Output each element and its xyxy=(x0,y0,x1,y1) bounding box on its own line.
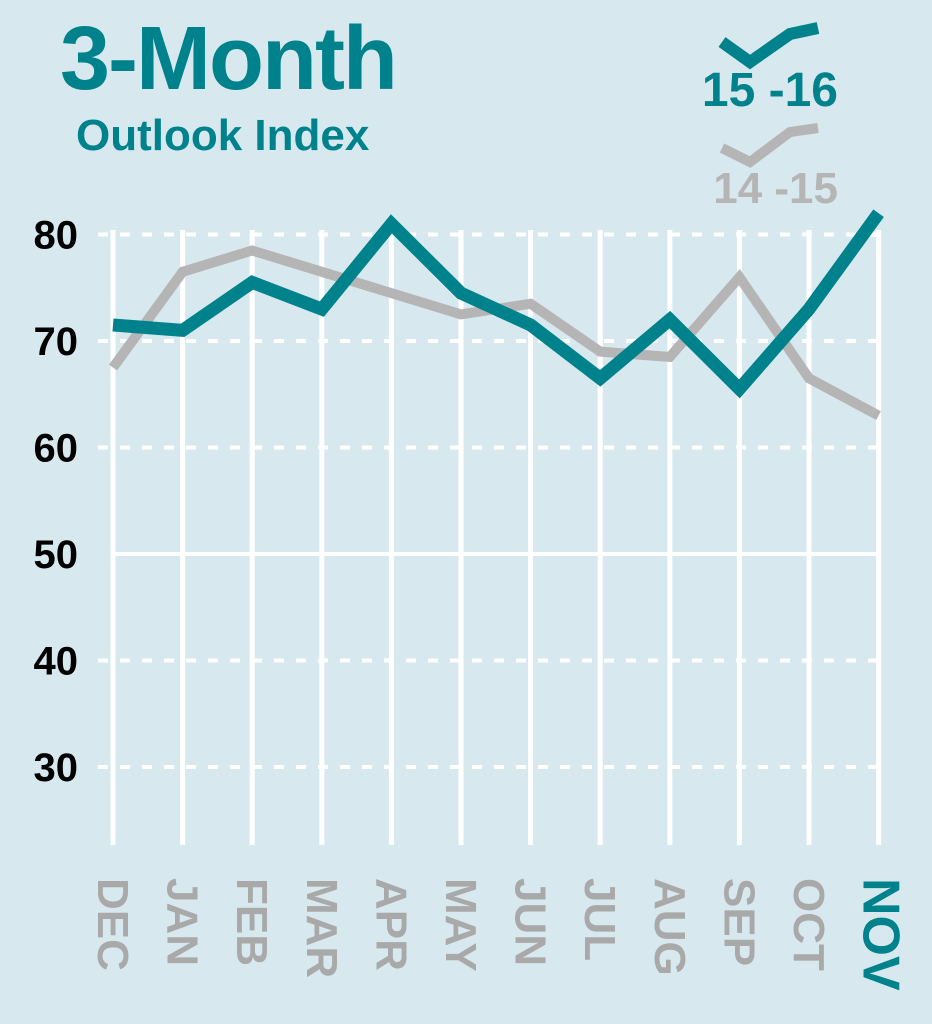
x-tick-label-aug: AUG xyxy=(645,878,694,976)
chart-title: 3-Month xyxy=(60,9,398,109)
x-tick-label-jun: JUN xyxy=(506,878,555,966)
y-tick-label: 50 xyxy=(34,533,79,577)
x-tick-label-sep: SEP xyxy=(714,878,763,966)
legend-label-15-16: 15 -16 xyxy=(702,64,838,117)
y-tick-label: 70 xyxy=(34,320,79,364)
chart-subtitle: Outlook Index xyxy=(76,111,370,160)
legend-swatch-15-16 xyxy=(718,22,820,70)
x-tick-label-jul: JUL xyxy=(575,878,624,961)
series-line-14-15 xyxy=(108,245,881,421)
x-tick-label-apr: APR xyxy=(366,878,415,971)
series-line-15-16 xyxy=(112,209,884,399)
x-tick-label-feb: FEB xyxy=(227,878,276,966)
y-tick-label: 40 xyxy=(34,640,79,684)
y-tick-label: 30 xyxy=(34,746,79,790)
legend-label-14-15: 14 -15 xyxy=(713,164,838,213)
y-tick-label: 60 xyxy=(34,427,79,471)
y-tick-label: 80 xyxy=(34,214,79,258)
legend-swatch-14-15 xyxy=(719,123,819,168)
x-tick-label-may: MAY xyxy=(436,878,485,972)
x-tick-label-jan: JAN xyxy=(158,878,207,966)
x-tick-label-mar: MAR xyxy=(297,878,346,978)
x-tick-label-dec: DEC xyxy=(88,878,137,971)
x-tick-label-nov: NOV xyxy=(852,878,910,991)
x-tick-label-oct: OCT xyxy=(784,878,833,971)
